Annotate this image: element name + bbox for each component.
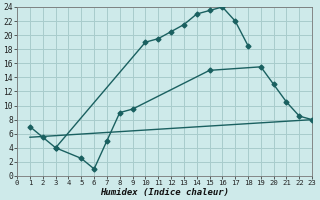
X-axis label: Humidex (Indice chaleur): Humidex (Indice chaleur) bbox=[100, 188, 229, 197]
